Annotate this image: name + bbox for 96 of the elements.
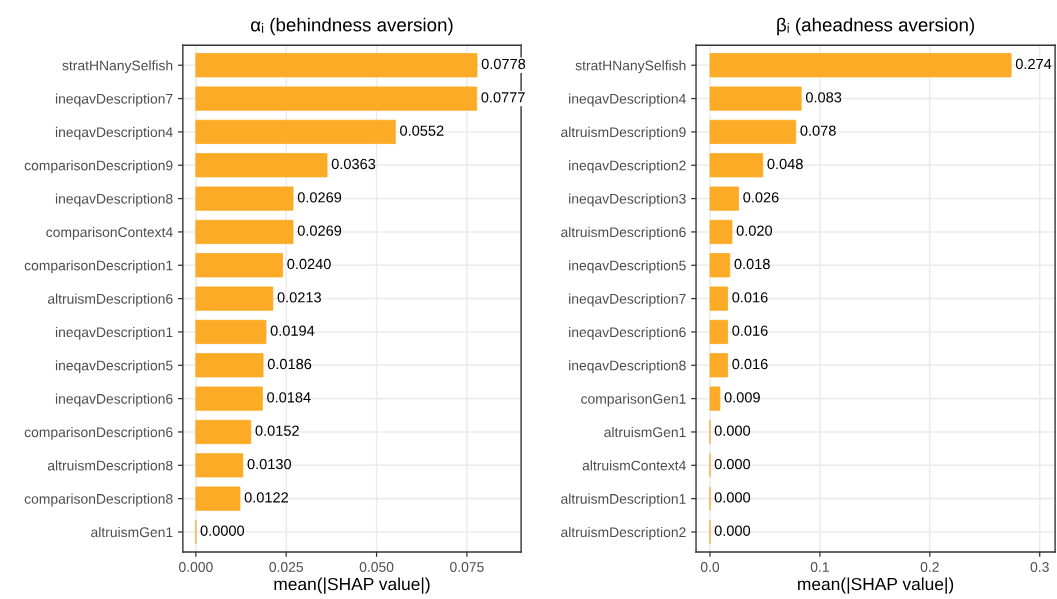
y-tick-label: ineqavDescription6 [55,393,173,407]
data-label: 0.000 [714,492,751,503]
x-tick-label: 0.050 [359,562,394,572]
data-label: 0.0213 [277,292,321,303]
y-tick-label: ineqavDescription3 [569,193,686,207]
bar [709,386,721,411]
y-tick-label: altruismDescription1 [561,493,686,507]
data-label: 0.0194 [270,325,315,336]
y-tick-label: comparisonGen1 [581,393,686,407]
chart-title: βᵢ (aheadness aversion) [777,17,975,36]
bar [709,119,797,144]
data-label: 0.016 [732,358,768,370]
data-label: 0.0778 [481,58,526,70]
data-label: 0.020 [736,225,773,236]
bar [195,153,328,178]
bar [709,253,731,278]
chart-title: αᵢ (behindness aversion) [251,17,453,36]
data-label: 0.0269 [297,192,342,203]
bar [709,286,728,311]
data-label: 0.026 [743,192,779,203]
y-tick-label: altruismContext4 [582,460,686,471]
data-label: 0.016 [732,292,768,303]
x-tick-label: 0.2 [920,562,939,572]
y-tick-label: altruismDescription8 [47,460,173,474]
y-tick-label: altruismDescription2 [561,526,686,540]
data-label: 0.0122 [244,492,288,503]
bar [195,353,264,378]
y-tick-label: ineqavDescription4 [569,93,686,107]
y-tick-label: ineqavDescription2 [569,160,686,174]
bar [709,153,764,178]
bar [709,219,733,245]
x-tick-label: 0.025 [269,562,304,572]
y-tick-label: ineqavDescription8 [55,193,173,207]
y-tick-label: comparisonDescription8 [24,493,173,507]
data-label: 0.009 [724,392,760,403]
y-tick-label: stratHNanySelfish [62,60,173,74]
data-label: 0.000 [714,458,751,470]
data-label: 0.0130 [247,458,292,470]
data-label: 0.0552 [400,125,444,136]
data-label: 0.000 [714,425,751,436]
data-label: 0.0152 [255,425,299,436]
x-tick-label: 0.1 [810,562,829,572]
bar [195,286,274,311]
y-tick-label: ineqavDescription8 [569,360,686,374]
y-tick-label: altruismDescription9 [561,126,686,140]
bar [709,86,802,111]
y-tick-label: altruismGen1 [604,426,686,438]
y-tick-label: ineqavDescription1 [55,326,173,340]
y-tick-label: comparisonDescription1 [24,260,173,274]
y-tick-label: ineqavDescription4 [55,126,173,140]
x-axis-title: mean(|SHAP value|) [274,577,430,594]
data-label: 0.018 [734,258,770,270]
y-tick-label: altruismDescription6 [47,293,173,307]
x-tick-label: 0.000 [179,562,213,572]
data-label: 0.083 [805,92,842,103]
data-label: 0.274 [1015,58,1052,70]
y-tick-label: ineqavDescription5 [55,360,173,374]
bar [195,53,478,78]
y-tick-label: stratHNanySelfish [575,60,686,74]
data-label: 0.0269 [297,225,342,236]
data-label: 0.000 [714,525,751,536]
bar [709,353,728,378]
bar [195,219,294,245]
bar [709,319,728,345]
bar [195,253,284,278]
y-tick-label: ineqavDescription6 [569,326,686,340]
bar [195,386,263,411]
bar [195,319,267,345]
x-tick-label: 0.0 [700,562,720,572]
bar [195,453,244,478]
bar [195,419,252,445]
bar [195,186,294,211]
data-label: 0.0240 [287,258,331,270]
x-tick-label: 0.075 [450,562,484,572]
data-label: 0.0184 [267,392,311,403]
y-tick-label: ineqavDescription7 [55,93,173,107]
data-label: 0.0000 [200,525,245,536]
data-label: 0.048 [767,158,803,170]
y-tick-label: ineqavDescription7 [569,293,686,307]
bar [709,53,1012,78]
data-label: 0.0777 [481,92,525,103]
y-tick-label: altruismGen1 [91,526,173,538]
y-tick-label: comparisonDescription9 [24,160,173,174]
data-label: 0.0363 [331,158,376,170]
y-tick-label: comparisonContext4 [46,226,173,240]
data-label: 0.078 [800,125,836,136]
y-tick-label: comparisonDescription6 [24,426,173,440]
x-tick-label: 0.3 [1030,562,1049,572]
y-tick-label: altruismDescription6 [561,226,686,240]
bar [195,486,241,511]
y-tick-label: ineqavDescription5 [569,260,686,274]
data-label: 0.016 [732,325,768,336]
data-label: 0.0186 [267,358,312,370]
bar [709,186,739,211]
bar [195,119,396,144]
x-axis-title: mean(|SHAP value|) [798,577,954,594]
